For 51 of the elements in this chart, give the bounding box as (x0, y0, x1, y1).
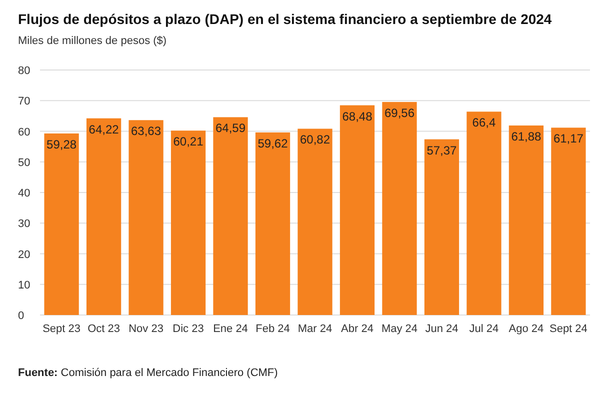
bar (466, 112, 502, 315)
y-tick-label: 30 (18, 218, 30, 230)
bar (44, 133, 79, 315)
y-tick-label: 0 (18, 310, 24, 322)
bar (86, 118, 122, 315)
bar (255, 132, 290, 315)
bar (170, 130, 206, 315)
data-label: 68,48 (342, 109, 373, 124)
data-label: 57,37 (426, 143, 458, 158)
x-tick-label: May 24 (381, 323, 418, 335)
x-tick-label: Sept 23 (42, 323, 81, 335)
data-label: 59,62 (258, 136, 288, 150)
x-tick-label: Oct 23 (88, 323, 120, 335)
data-label: 63,63 (131, 124, 162, 138)
x-tick-label: Nov 23 (128, 323, 164, 335)
y-tick-label: 60 (18, 126, 30, 138)
x-tick-label: Jul 24 (469, 323, 499, 335)
x-tick-label: Mar 24 (298, 323, 332, 335)
x-tick-label: Feb 24 (256, 323, 290, 335)
data-label: 64,22 (88, 122, 120, 136)
data-label: 64,59 (216, 121, 246, 136)
bar (551, 128, 586, 315)
y-tick-label: 40 (18, 188, 30, 200)
data-label: 60,21 (173, 134, 204, 149)
y-tick-label: 20 (18, 248, 30, 261)
bar (508, 125, 544, 315)
data-label: 61,17 (553, 132, 584, 146)
x-tick-label: Ene 24 (213, 323, 248, 335)
x-tick-label: Sept 24 (549, 323, 588, 335)
bar (128, 120, 164, 315)
source-note: Fuente: Comisión para el Mercado Financiero (CMF) (18, 367, 278, 379)
y-tick-label: 50 (18, 156, 30, 169)
data-label: 66,4 (472, 116, 496, 130)
chart-title: Flujos de depósitos a plazo (DAP) en el sistema financiero a septiembre de 2024 (18, 11, 552, 27)
data-label: 59,28 (46, 137, 77, 152)
x-tick-label: Jun 24 (425, 323, 458, 335)
bar (298, 128, 332, 315)
data-label: 69,56 (384, 106, 415, 120)
data-label: 60,82 (300, 132, 330, 147)
x-tick-label: Abr 24 (341, 323, 374, 335)
bar (213, 117, 248, 315)
y-tick-label: 80 (18, 65, 30, 77)
bar (382, 102, 417, 315)
y-tick-label: 10 (18, 279, 30, 292)
bar (340, 105, 375, 315)
y-tick-label: 70 (18, 96, 30, 108)
bar (424, 139, 460, 315)
data-label: 61,88 (511, 129, 542, 144)
x-tick-label: Dic 23 (172, 323, 204, 335)
x-tick-label: Ago 24 (508, 323, 544, 335)
chart-subtitle: Miles de millones de pesos ($) (18, 35, 167, 47)
